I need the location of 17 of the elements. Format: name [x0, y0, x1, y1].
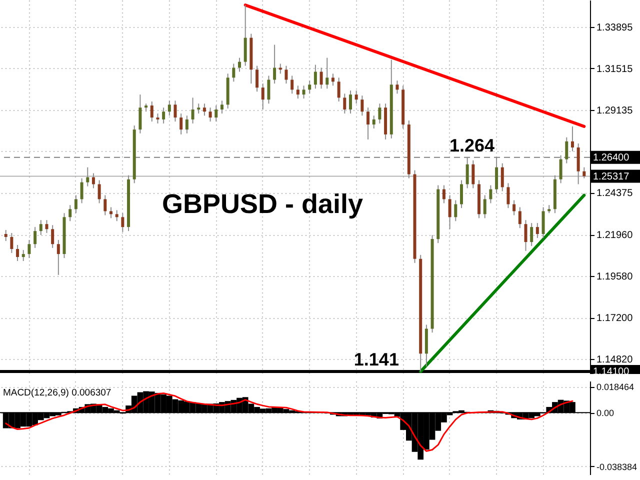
y-tick-label: 1.33895: [596, 22, 634, 34]
annotation: 1.264: [449, 135, 495, 156]
y-tick-label: -0.038384: [596, 462, 638, 472]
ref-line-label: 1.25317: [593, 171, 630, 182]
y-tick-label: 0.00: [596, 408, 614, 418]
y-tick-label: 1.29135: [596, 105, 634, 116]
annotation: 1.141: [354, 350, 399, 370]
y-tick-label: 1.31515: [596, 64, 634, 75]
y-tick-label: 0.018464: [596, 382, 634, 392]
y-tick-label: 1.24375: [596, 188, 634, 200]
ref-line-label: 1.26400: [593, 152, 630, 164]
y-tick-label: 1.17200: [596, 313, 634, 324]
annotation: MACD(12,26,9) 0.006307: [2, 387, 112, 398]
y-tick-label: 1.14820: [596, 354, 634, 366]
annotation: GBPUSD - daily: [162, 188, 364, 219]
y-tick-label: 1.19580: [596, 272, 634, 283]
y-tick-label: 1.21960: [596, 230, 634, 242]
